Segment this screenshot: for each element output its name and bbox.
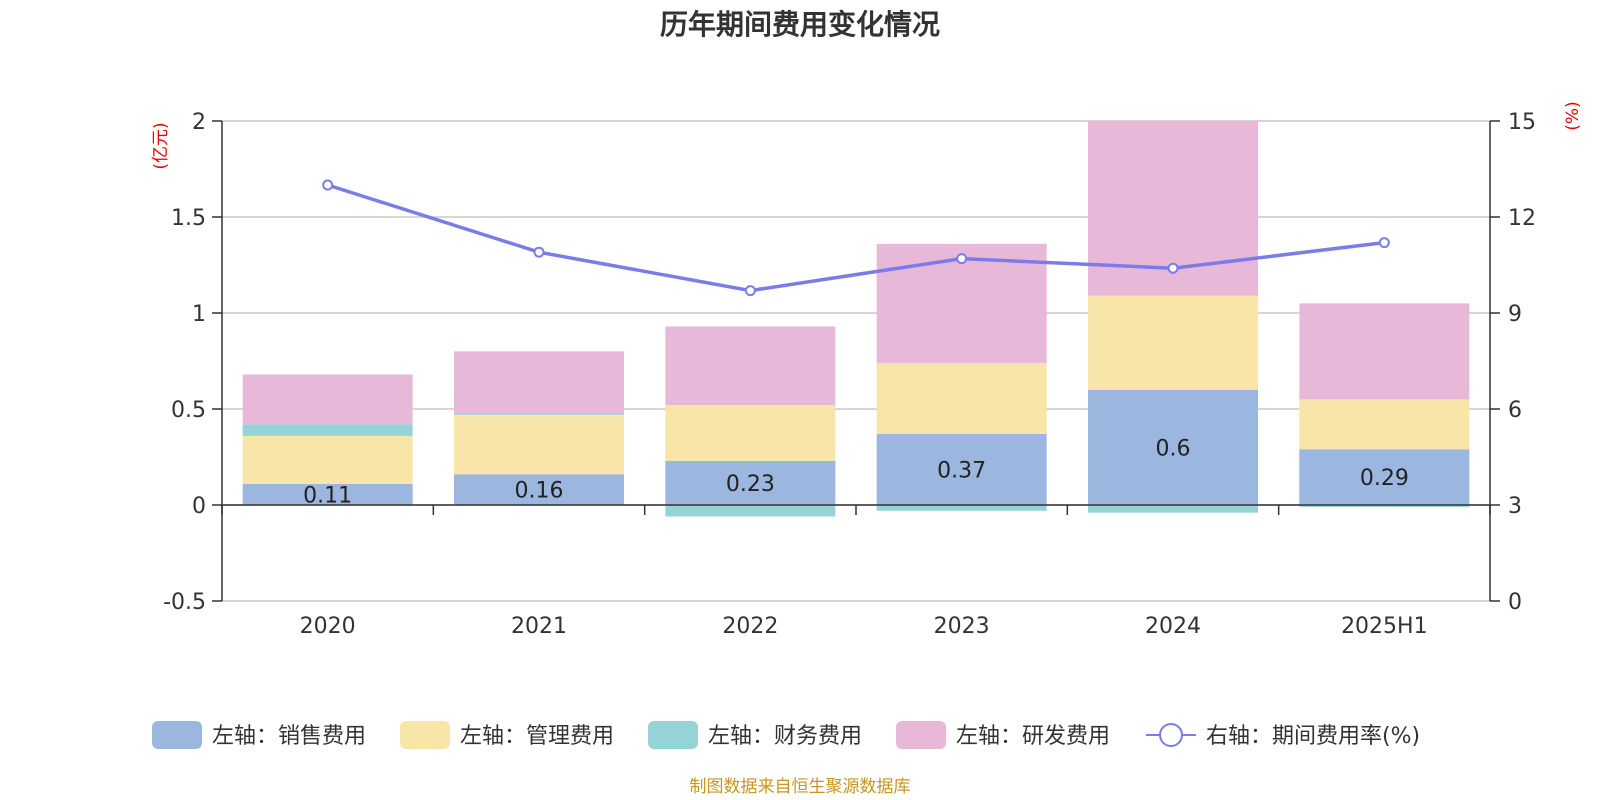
legend-swatch <box>896 721 946 749</box>
right-axis-unit: (%) <box>1563 101 1583 130</box>
bar-segment <box>1088 389 1258 505</box>
category-label: 2020 <box>300 614 356 639</box>
chart-title: 历年期间费用变化情况 <box>660 8 940 41</box>
right-tick-label: 9 <box>1508 302 1522 327</box>
bar-segment <box>665 326 836 406</box>
bar-data-label: 0.37 <box>937 458 986 483</box>
bars-layer <box>242 121 1470 517</box>
bar-segment <box>242 424 413 436</box>
ratio-point <box>322 179 334 191</box>
axes-layer: 2 1.5 1 0.5 0 -0.5 15 12 9 6 3 0 2020 2021 2022 2023 202… <box>163 110 1536 639</box>
ratio-point <box>533 246 545 258</box>
bar-segment <box>242 374 413 425</box>
bar-segment <box>1299 449 1470 505</box>
bar-data-label: 0.29 <box>1360 466 1409 491</box>
category-label: 2022 <box>722 614 778 639</box>
bar-segment <box>665 405 836 461</box>
bar-segment <box>1299 505 1470 507</box>
left-axis-unit: (亿元) <box>151 122 171 169</box>
legend-swatch <box>152 721 202 749</box>
left-tick-label: 1.5 <box>171 206 206 231</box>
left-tick-label: 2 <box>192 110 206 135</box>
legend-label: 左轴：财务费用 <box>708 724 862 749</box>
bar-segment <box>876 433 1047 505</box>
bar-segment <box>454 351 624 413</box>
right-tick-label: 15 <box>1508 110 1536 135</box>
bar-segment <box>876 362 1047 434</box>
bar-segment <box>665 505 836 517</box>
left-tick-label: 0.5 <box>171 398 206 423</box>
legend-swatch <box>648 721 698 749</box>
data-labels-layer: 0.11 0.16 0.23 0.37 0.6 0.29 <box>303 436 1409 508</box>
legend-label: 左轴：研发费用 <box>956 724 1110 749</box>
category-label: 2023 <box>934 614 990 639</box>
legend-circle-marker <box>1159 723 1183 747</box>
bar-segment <box>454 414 624 475</box>
bar-segment <box>1299 399 1470 450</box>
ratio-point <box>1378 237 1390 249</box>
left-tick-label: 1 <box>192 302 206 327</box>
bar-segment <box>454 412 624 415</box>
bar-segment <box>876 505 1047 511</box>
legend: 左轴：销售费用 左轴：管理费用 左轴：财务费用 左轴：研发费用 右轴：期间费用率(%) <box>152 721 1420 749</box>
ratio-point <box>1167 262 1179 274</box>
bar-data-label: 0.11 <box>303 483 352 508</box>
legend-label: 右轴：期间费用率(%) <box>1206 724 1420 749</box>
ratio-line <box>327 183 1385 293</box>
bar-data-label: 0.6 <box>1156 436 1191 461</box>
bar-segment <box>1299 303 1470 400</box>
source-note: 制图数据来自恒生聚源数据库 <box>690 777 911 797</box>
right-tick-label: 6 <box>1508 398 1522 423</box>
bar-data-label: 0.23 <box>726 472 775 497</box>
legend-label: 左轴：管理费用 <box>460 724 614 749</box>
category-label: 2021 <box>511 614 567 639</box>
bar-data-label: 0.16 <box>515 479 564 504</box>
right-tick-label: 0 <box>1508 590 1522 615</box>
ratio-point <box>956 253 968 265</box>
bar-segment <box>454 474 624 505</box>
bar-segment <box>665 460 836 505</box>
bar-segment <box>242 483 413 505</box>
legend-label: 左轴：销售费用 <box>212 724 366 749</box>
left-tick-label: 0 <box>192 494 206 519</box>
category-label: 2025H1 <box>1341 614 1428 639</box>
bar-segment <box>1088 295 1258 390</box>
bar-segment <box>242 435 413 484</box>
legend-swatch <box>400 721 450 749</box>
bar-segment <box>1088 505 1258 513</box>
category-label: 2024 <box>1145 614 1201 639</box>
ratio-line-layer <box>322 179 1390 297</box>
right-tick-label: 3 <box>1508 494 1522 519</box>
right-tick-label: 12 <box>1508 206 1536 231</box>
ratio-point <box>744 285 756 297</box>
left-tick-label: -0.5 <box>163 590 206 615</box>
